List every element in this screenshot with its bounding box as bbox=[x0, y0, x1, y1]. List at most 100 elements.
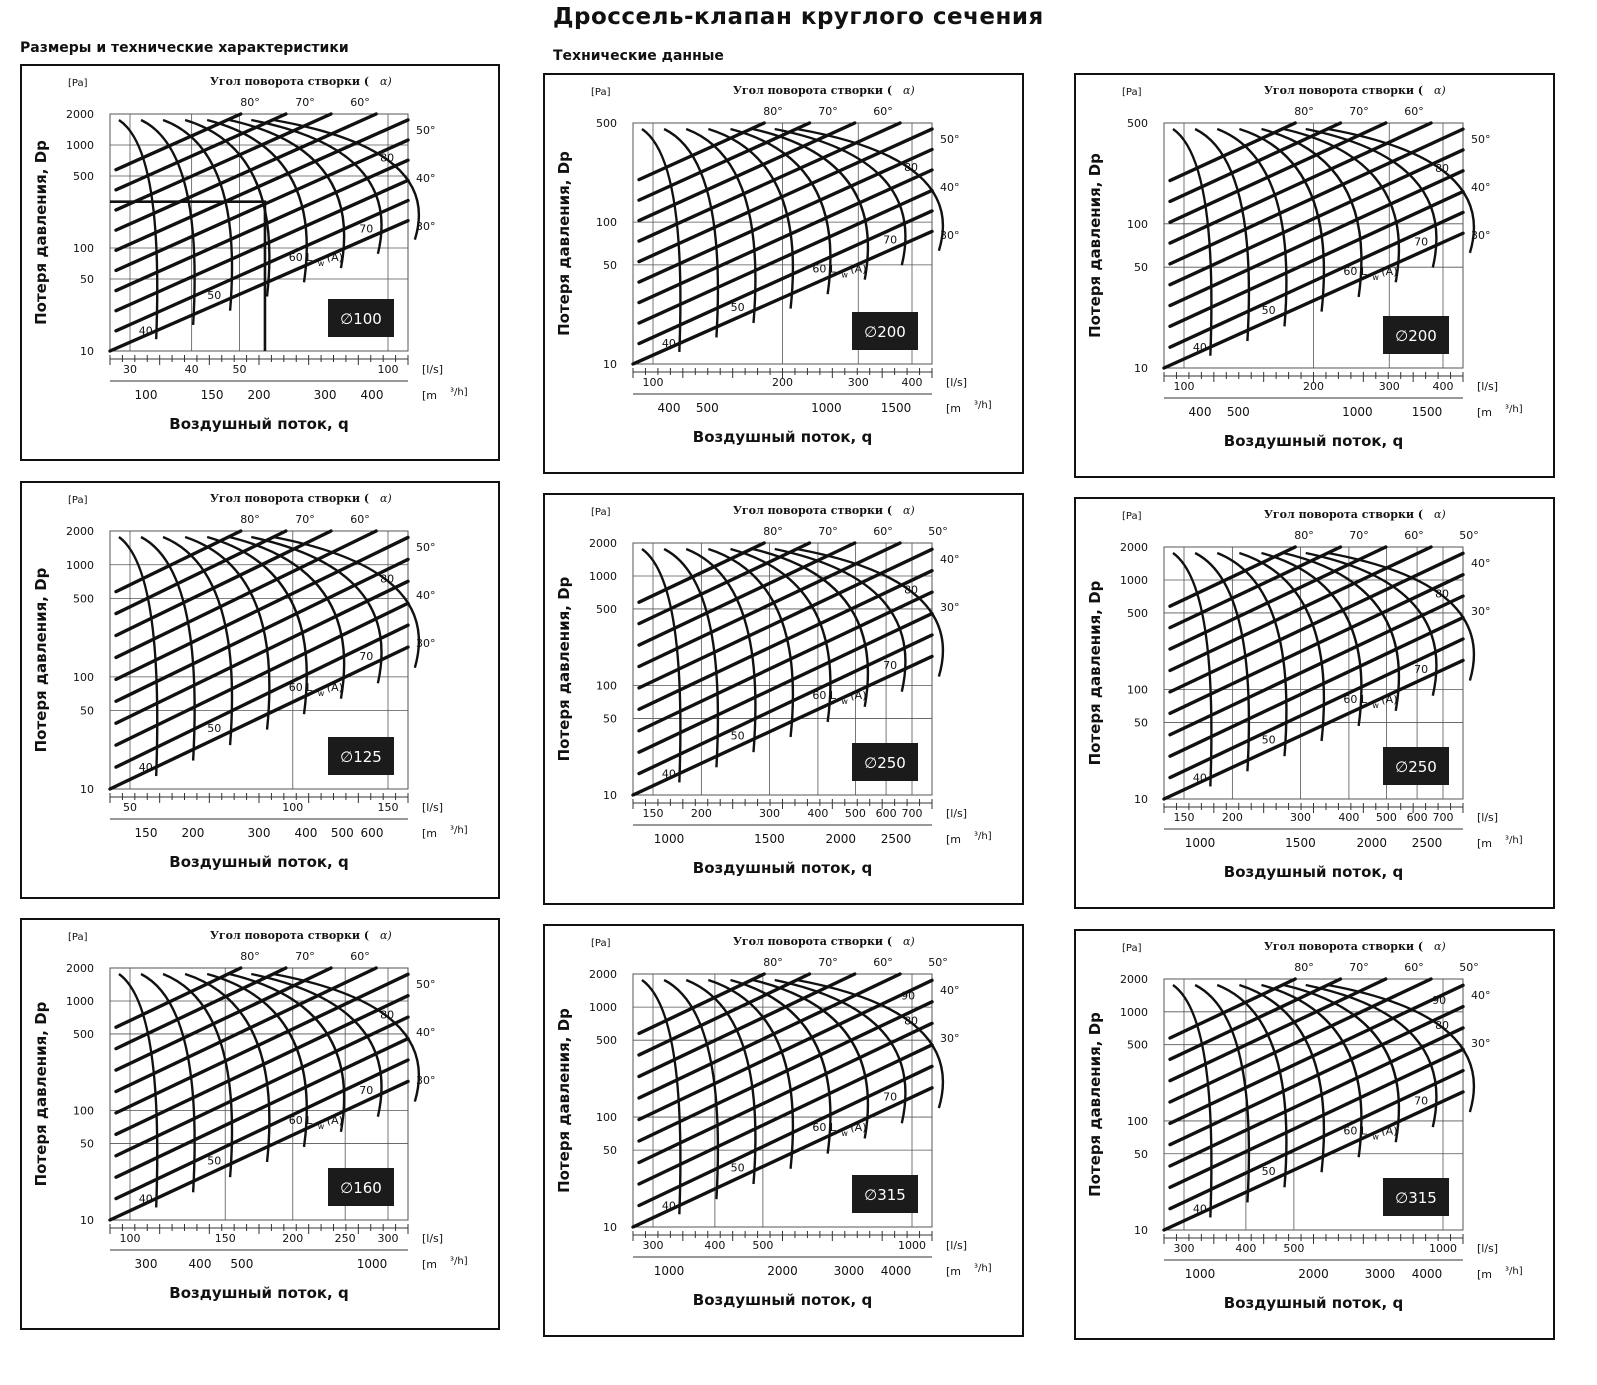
sound-level-label: 50 bbox=[207, 289, 221, 302]
x-tick-label-ls: 50 bbox=[232, 363, 246, 376]
angle-label-top: 70° bbox=[818, 956, 838, 969]
page-title: Дроссель-клапан круглого сечения bbox=[553, 4, 1044, 30]
sound-level-curve bbox=[774, 978, 907, 1124]
x-tick-label-ls: 100 bbox=[120, 1232, 141, 1245]
diameter-badge bbox=[852, 743, 918, 781]
y-tick-label: 500 bbox=[596, 117, 617, 130]
angle-label-right: 50° bbox=[416, 124, 436, 137]
damper-angle-line bbox=[114, 601, 410, 747]
angle-label-top: 70° bbox=[295, 96, 315, 109]
damper-angle-line bbox=[108, 218, 410, 353]
sound-level-suffix: (A) bbox=[1381, 693, 1397, 706]
angle-label-right: 30° bbox=[940, 601, 960, 614]
sound-level-curve bbox=[796, 127, 945, 252]
chart-panel: [Pa] Угол поворота створки (α) 10 50 100 500 1… bbox=[543, 73, 1024, 474]
chart-svg: [Pa] Угол поворота створки (α) 10 50 100 500 1… bbox=[555, 935, 992, 1309]
y-tick-label: 500 bbox=[596, 603, 617, 616]
damper-angle-line bbox=[1162, 231, 1465, 370]
angle-label-top: 50° bbox=[928, 956, 948, 969]
y-tick-label: 10 bbox=[80, 345, 94, 358]
damper-angle-line bbox=[114, 1036, 410, 1179]
sound-level-curve bbox=[796, 978, 945, 1109]
pa-unit-label: [Pa] bbox=[68, 932, 88, 943]
y-tick-label: 10 bbox=[1134, 1224, 1148, 1237]
sound-level-label: 70 bbox=[359, 223, 373, 236]
angle-label-top: 80° bbox=[240, 96, 260, 109]
damper-angle-line bbox=[637, 1064, 934, 1208]
sound-level-curve bbox=[730, 127, 832, 295]
angle-label-right: 50° bbox=[1471, 133, 1491, 146]
x-axis-title: Воздушный поток, q bbox=[693, 859, 872, 877]
angle-symbol: α) bbox=[1434, 508, 1446, 521]
pa-unit-label: [Pa] bbox=[591, 938, 611, 949]
y-tick-label: 2000 bbox=[1120, 973, 1148, 986]
sound-level-curve bbox=[140, 118, 196, 326]
sound-level-curve bbox=[140, 972, 196, 1193]
sound-level-curve bbox=[707, 978, 795, 1169]
angle-label-top: 60° bbox=[873, 956, 893, 969]
sound-level-curve bbox=[1238, 551, 1326, 742]
sound-level-sub: w bbox=[1372, 273, 1379, 282]
sound-level-sub: w bbox=[841, 1129, 848, 1138]
damper-angle-line bbox=[637, 1000, 934, 1143]
pa-unit-label: [Pa] bbox=[1122, 943, 1142, 954]
m3h-unit-label: [m bbox=[946, 402, 961, 415]
sound-level-label: 70 bbox=[359, 1084, 373, 1097]
angle-label-right: 40° bbox=[1471, 989, 1491, 1002]
x-tick-label-m3h: 1000 bbox=[654, 832, 685, 846]
angle-symbol: α) bbox=[903, 504, 915, 517]
sound-level-curve bbox=[685, 127, 757, 324]
x-tick-label-ls: 150 bbox=[1174, 811, 1195, 824]
y-tick-label: 1000 bbox=[589, 1001, 617, 1014]
sound-level-label: 70 bbox=[883, 1091, 897, 1104]
sound-level-curve bbox=[774, 127, 907, 266]
sound-level-label: 40 bbox=[139, 1192, 153, 1205]
sound-level-sub: w bbox=[318, 259, 325, 268]
m3h-unit-label: [m bbox=[422, 1258, 437, 1271]
angle-label-top: 80° bbox=[1294, 961, 1314, 974]
sound-level-sub: w bbox=[318, 689, 325, 698]
sound-level-label: 70 bbox=[359, 650, 373, 663]
m3h-unit-sup: ³/h] bbox=[1505, 835, 1523, 846]
sound-level-60-label: 60 L bbox=[289, 681, 313, 694]
sound-level-curve bbox=[1216, 983, 1288, 1188]
x-tick-label-ls: 200 bbox=[1222, 811, 1243, 824]
damper-angle-line bbox=[114, 118, 410, 252]
y-tick-label: 10 bbox=[603, 1221, 617, 1234]
x-tick-label-m3h: 1000 bbox=[1185, 836, 1216, 850]
y-tick-label: 2000 bbox=[66, 108, 94, 121]
x-tick-label-m3h: 1000 bbox=[1185, 1267, 1216, 1281]
x-tick-label-ls: 700 bbox=[902, 807, 923, 820]
damper-angle-line bbox=[114, 198, 410, 333]
x-tick-label-ls: 1000 bbox=[898, 1239, 926, 1252]
sound-level-curve bbox=[1172, 984, 1213, 1218]
angle-label-right: 50° bbox=[416, 541, 436, 554]
example-reading-path bbox=[110, 200, 267, 351]
ls-unit-label: [l/s] bbox=[946, 807, 967, 820]
x-axis-title: Воздушный поток, q bbox=[1224, 863, 1403, 881]
x-tick-label-ls: 400 bbox=[704, 1239, 725, 1252]
y-tick-label: 1000 bbox=[1120, 1006, 1148, 1019]
sound-level-label: 80 bbox=[1435, 1019, 1449, 1032]
x-tick-label-m3h: 1000 bbox=[811, 401, 842, 415]
x-tick-label-m3h: 150 bbox=[201, 388, 224, 402]
sound-level-label: 50 bbox=[1262, 734, 1276, 747]
diameter-badge bbox=[852, 1175, 918, 1213]
sound-level-curve bbox=[1194, 983, 1251, 1203]
angle-label-right: 40° bbox=[416, 1026, 436, 1039]
damper-angle-line bbox=[637, 147, 934, 284]
y-tick-label: 2000 bbox=[589, 968, 617, 981]
sound-level-label: 40 bbox=[1193, 1202, 1207, 1215]
sound-level-suffix: (A) bbox=[850, 262, 866, 275]
damper-angle-line bbox=[1168, 637, 1465, 780]
angle-label-right: 40° bbox=[1471, 557, 1491, 570]
damper-angle-line bbox=[1162, 658, 1465, 801]
y-tick-label: 1000 bbox=[66, 559, 94, 572]
damper-angle-line bbox=[108, 1079, 410, 1222]
x-axis-title: Воздушный поток, q bbox=[693, 1291, 872, 1309]
sound-level-suffix: (A) bbox=[1381, 265, 1397, 278]
x-tick-label-m3h: 2000 bbox=[825, 832, 856, 846]
sound-level-60-label: 60 L bbox=[289, 1114, 313, 1127]
sound-level-label: 70 bbox=[1414, 663, 1428, 676]
sound-level-curve bbox=[663, 127, 720, 338]
